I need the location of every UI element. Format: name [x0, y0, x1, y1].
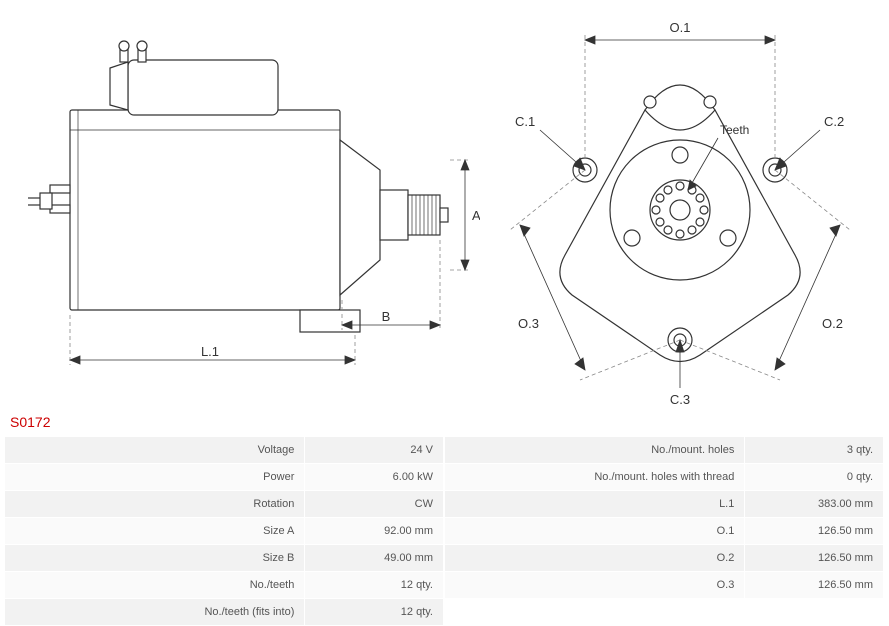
dim-label-c3: C.3	[670, 392, 690, 407]
spec-label: No./mount. holes with thread	[445, 464, 745, 491]
diagrams-area: A B L.1	[0, 0, 889, 410]
spec-label: Size B	[5, 545, 305, 572]
spec-value: 12 qty.	[305, 572, 444, 599]
table-row: O.2126.50 mm	[445, 545, 884, 572]
table-row: Power6.00 kW	[5, 464, 444, 491]
spec-value: 49.00 mm	[305, 545, 444, 572]
spec-label: O.1	[445, 518, 745, 545]
spec-value: 126.50 mm	[745, 572, 884, 599]
spec-table-left: Voltage24 VPower6.00 kWRotationCWSize A9…	[4, 436, 444, 626]
table-row: Size B49.00 mm	[5, 545, 444, 572]
spec-value: 6.00 kW	[305, 464, 444, 491]
gear-teeth	[408, 195, 440, 235]
solenoid-terminals	[119, 41, 147, 62]
spec-value: 24 V	[305, 437, 444, 464]
rear-terminals	[28, 185, 70, 213]
table-row: No./teeth (fits into)12 qty.	[5, 599, 444, 626]
table-row: No./mount. holes with thread0 qty.	[445, 464, 884, 491]
center-gear-icon	[650, 180, 710, 240]
dim-label-a: A	[472, 208, 480, 223]
spec-value: 92.00 mm	[305, 518, 444, 545]
spec-label: O.2	[445, 545, 745, 572]
spec-value: 3 qty.	[745, 437, 884, 464]
spec-label: Power	[5, 464, 305, 491]
spec-label: Voltage	[5, 437, 305, 464]
side-profile-diagram: A B L.1	[10, 10, 480, 410]
spec-table-right: No./mount. holes3 qty.No./mount. holes w…	[444, 436, 884, 626]
spec-value: 126.50 mm	[745, 518, 884, 545]
table-row: Voltage24 V	[5, 437, 444, 464]
label-teeth: Teeth	[720, 123, 749, 137]
table-row: O.3126.50 mm	[445, 572, 884, 599]
table-row: No./teeth12 qty.	[5, 572, 444, 599]
front-flange-diagram: Teeth O.1 O.2	[480, 10, 880, 410]
dim-label-l1: L.1	[201, 344, 219, 359]
spec-value: CW	[305, 491, 444, 518]
spec-value: 126.50 mm	[745, 545, 884, 572]
dim-label-o3: O.3	[518, 316, 539, 331]
dim-label-b: B	[382, 309, 391, 324]
dim-label-c1: C.1	[515, 114, 535, 129]
spec-label: Rotation	[5, 491, 305, 518]
spec-label: Size A	[5, 518, 305, 545]
spec-label	[445, 599, 745, 626]
dim-label-o2: O.2	[822, 316, 843, 331]
spec-value: 12 qty.	[305, 599, 444, 626]
table-row	[445, 599, 884, 626]
spec-tables: Voltage24 VPower6.00 kWRotationCWSize A9…	[0, 436, 889, 626]
part-number: S0172	[0, 410, 889, 436]
table-row: Size A92.00 mm	[5, 518, 444, 545]
table-row: RotationCW	[5, 491, 444, 518]
spec-label: L.1	[445, 491, 745, 518]
table-row: L.1383.00 mm	[445, 491, 884, 518]
table-row: O.1126.50 mm	[445, 518, 884, 545]
spec-label: No./teeth (fits into)	[5, 599, 305, 626]
table-row: No./mount. holes3 qty.	[445, 437, 884, 464]
spec-label: No./teeth	[5, 572, 305, 599]
spec-value: 0 qty.	[745, 464, 884, 491]
spec-value: 383.00 mm	[745, 491, 884, 518]
dim-label-o1: O.1	[670, 20, 691, 35]
spec-label: No./mount. holes	[445, 437, 745, 464]
spec-label: O.3	[445, 572, 745, 599]
dim-label-c2: C.2	[824, 114, 844, 129]
spec-value	[745, 599, 884, 626]
